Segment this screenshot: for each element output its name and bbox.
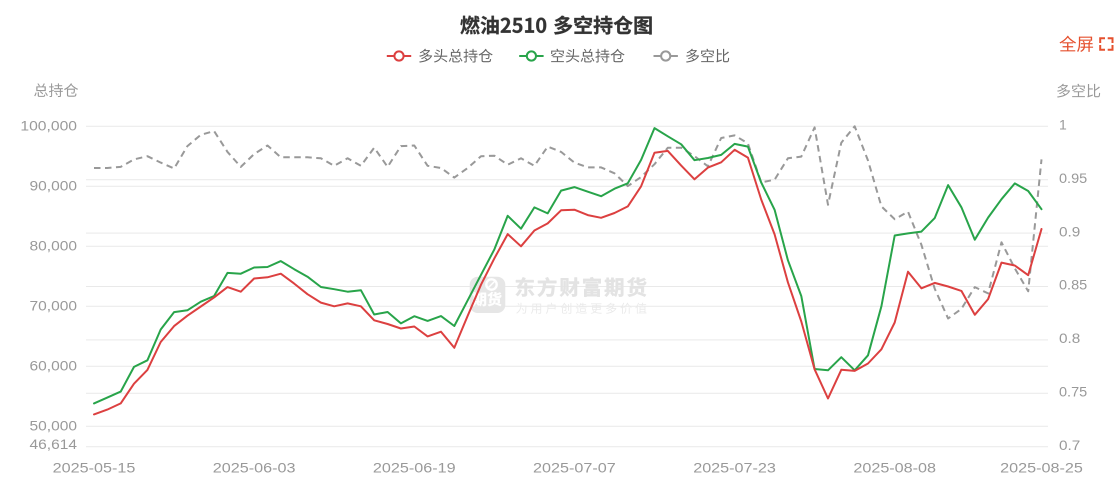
svg-text:90,000: 90,000 (30, 178, 78, 194)
svg-text:60,000: 60,000 (30, 358, 78, 374)
svg-text:2025-06-19: 2025-06-19 (373, 459, 456, 475)
svg-text:2025-08-25: 2025-08-25 (1000, 459, 1083, 475)
svg-text:0.8: 0.8 (1059, 330, 1081, 346)
svg-text:1: 1 (1059, 117, 1067, 133)
svg-text:0.75: 0.75 (1059, 384, 1087, 400)
svg-text:2025-07-07: 2025-07-07 (533, 459, 616, 475)
svg-text:0.9: 0.9 (1059, 223, 1081, 239)
svg-text:0.95: 0.95 (1059, 170, 1087, 186)
svg-text:2025-05-15: 2025-05-15 (53, 459, 136, 475)
svg-text:0.85: 0.85 (1059, 277, 1087, 293)
svg-text:2025-07-23: 2025-07-23 (693, 459, 776, 475)
svg-text:100,000: 100,000 (20, 118, 77, 134)
svg-text:80,000: 80,000 (30, 238, 78, 254)
svg-text:2025-06-03: 2025-06-03 (213, 459, 296, 475)
svg-text:70,000: 70,000 (30, 298, 78, 314)
svg-text:46,614: 46,614 (30, 436, 78, 452)
svg-text:50,000: 50,000 (30, 418, 78, 434)
svg-text:2025-08-08: 2025-08-08 (853, 459, 936, 475)
svg-text:0.7: 0.7 (1059, 437, 1081, 453)
